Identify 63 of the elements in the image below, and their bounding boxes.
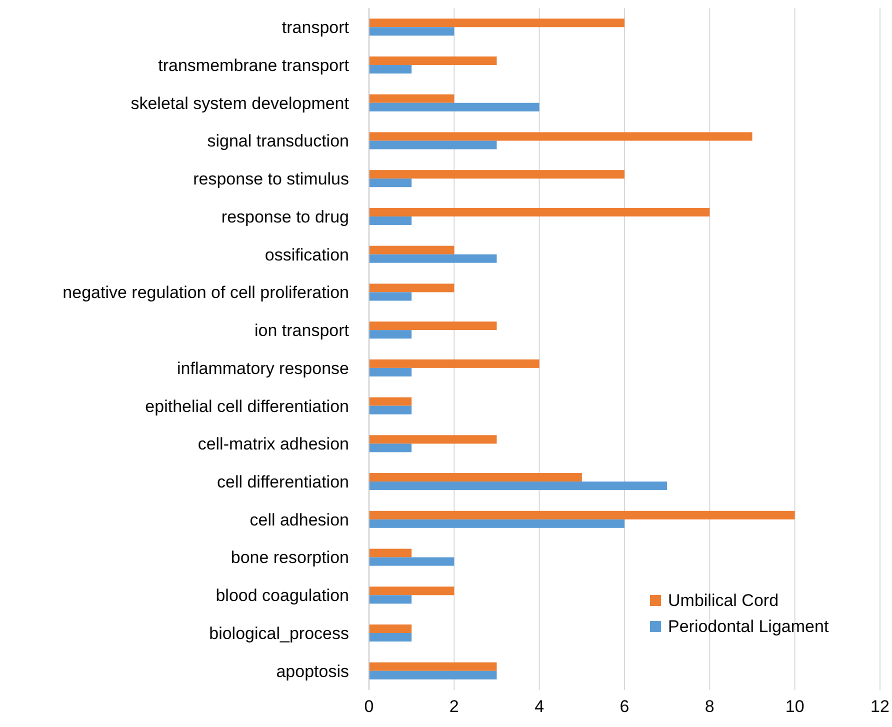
y-tick-label: bone resorption xyxy=(230,548,349,568)
x-tick-label: 2 xyxy=(449,697,459,716)
bar xyxy=(369,435,497,444)
x-tick-label: 4 xyxy=(534,697,544,716)
y-tick-label: ion transport xyxy=(254,321,350,340)
x-tick-label: 6 xyxy=(620,697,630,716)
bar xyxy=(369,482,668,490)
bar xyxy=(369,94,454,103)
bar xyxy=(369,595,412,604)
x-tick-label: 8 xyxy=(704,697,714,716)
y-tick-label: response to stimulus xyxy=(193,170,349,189)
bar xyxy=(369,444,412,452)
bar xyxy=(369,359,540,368)
y-tick-label: cell differentiation xyxy=(217,472,349,492)
bar xyxy=(369,140,497,150)
bar xyxy=(369,254,497,263)
bar xyxy=(369,368,412,376)
y-tick-label: cell adhesion xyxy=(250,510,349,530)
y-tick-label: cell-matrix adhesion xyxy=(198,434,349,454)
y-tick-label: ossification xyxy=(264,245,349,264)
y-tick-label: biological_process xyxy=(209,624,349,643)
y-tick-label: negative regulation of cell proliferation xyxy=(62,283,349,302)
bar xyxy=(369,670,497,680)
bar xyxy=(369,406,412,414)
bar xyxy=(369,557,454,566)
bar xyxy=(369,330,412,339)
bar xyxy=(369,473,582,482)
bar xyxy=(369,18,624,28)
y-tick-label: transmembrane transport xyxy=(158,56,350,75)
y-tick-label: apoptosis xyxy=(276,662,349,681)
bar xyxy=(369,397,412,406)
y-tick-label: transport xyxy=(282,18,350,38)
x-tick-label: 10 xyxy=(785,697,804,716)
y-tick-label: signal transduction xyxy=(207,132,349,151)
bar xyxy=(369,292,412,301)
bar xyxy=(369,216,412,225)
bar xyxy=(369,102,540,112)
bar xyxy=(369,586,454,596)
x-tick-label: 12 xyxy=(870,697,890,716)
bar xyxy=(369,246,454,254)
bar xyxy=(369,322,497,330)
bar xyxy=(369,548,412,558)
y-tick-label: epithelial cell differentiation xyxy=(145,396,349,416)
bar xyxy=(369,64,412,74)
y-tick-label: blood coagulation xyxy=(216,586,349,606)
bar xyxy=(369,132,752,141)
y-tick-label: skeletal system development xyxy=(130,94,350,113)
bar xyxy=(369,56,497,65)
bar xyxy=(369,208,710,216)
bar xyxy=(369,624,412,634)
y-tick-label: inflammatory response xyxy=(177,358,349,378)
bar xyxy=(369,284,454,292)
bar xyxy=(369,170,624,179)
legend-label: Umbilical Cord xyxy=(668,590,779,610)
y-tick-label: response to drug xyxy=(221,207,349,226)
bar xyxy=(369,662,497,671)
bar xyxy=(369,178,412,188)
bar xyxy=(369,519,624,528)
bar xyxy=(369,27,454,36)
legend-label: Periodontal Ligament xyxy=(668,616,829,636)
bar xyxy=(369,510,795,520)
bar xyxy=(369,633,412,642)
x-tick-label: 0 xyxy=(364,697,374,716)
